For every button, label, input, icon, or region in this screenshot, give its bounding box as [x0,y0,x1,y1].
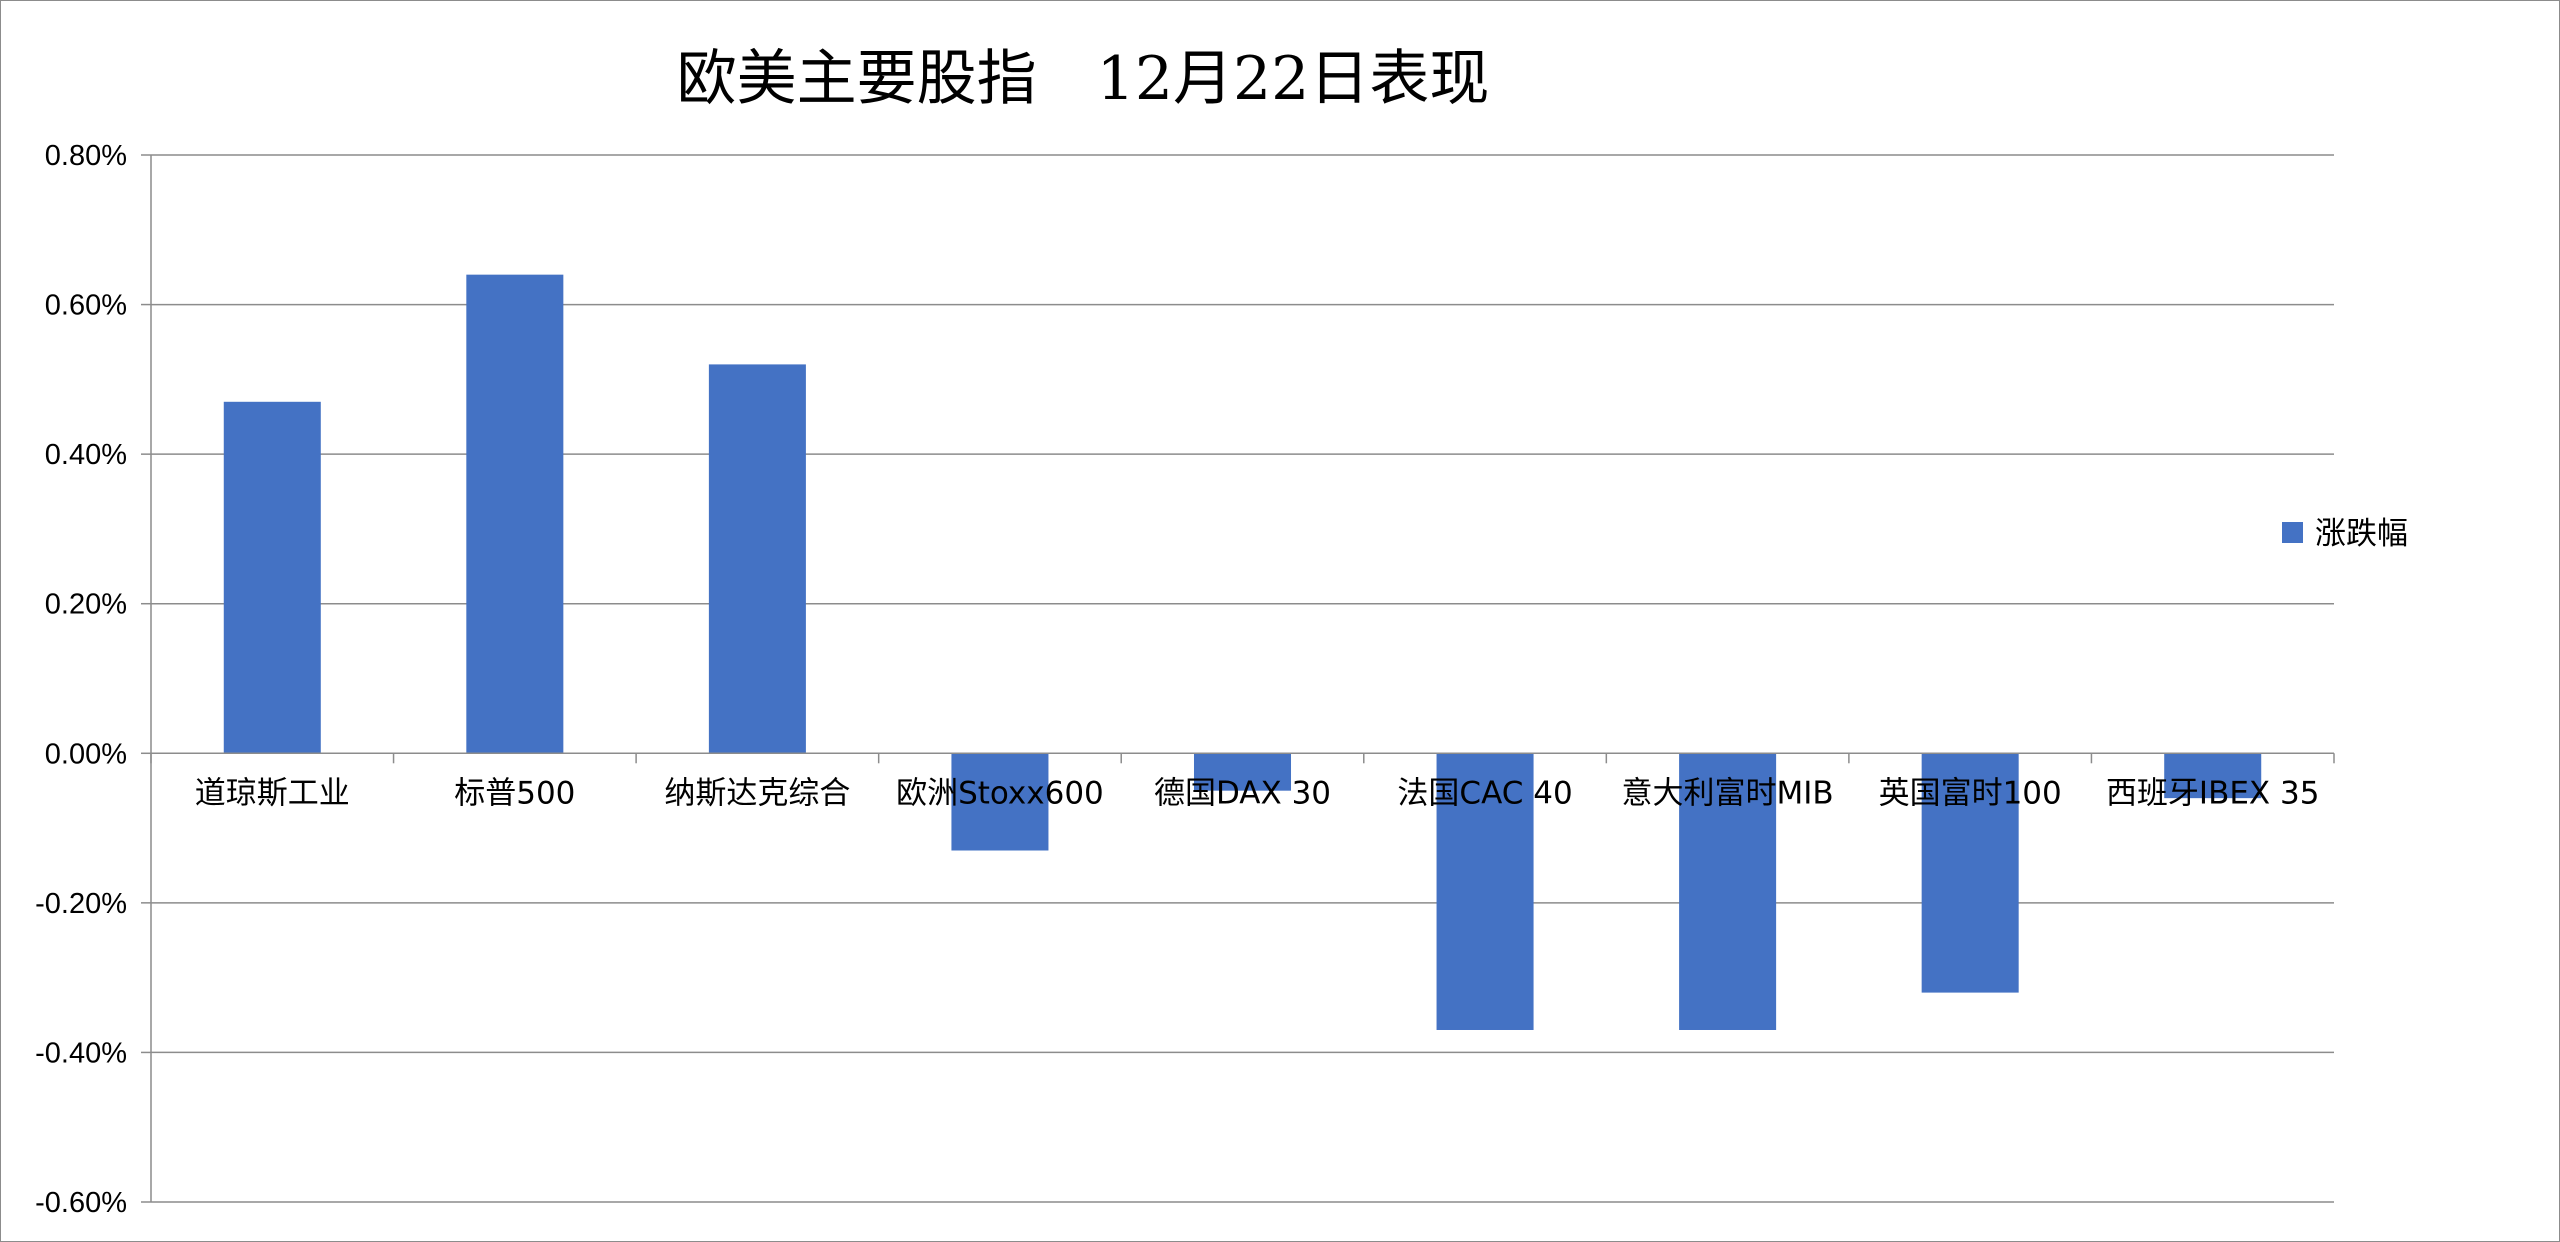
y-axis-tick-labels: 0.80% 0.60% 0.40% 0.20% 0.00% -0.20% -0.40% -0.… [35,140,127,1219]
bar [1436,753,1534,1030]
x-category-label: 欧洲Stoxx600 [896,775,1104,811]
x-axis-category-labels: 道琼斯工业 标普500 纳斯达克综合 欧洲Stoxx600 德国DAX 30 法国CAC … [195,775,2320,811]
y-tick-label: -0.60% [35,1187,127,1219]
bar [466,274,564,754]
bar [1921,753,2019,993]
x-category-label: 道琼斯工业 [195,775,350,811]
legend-swatch [2282,522,2303,543]
bar [951,753,1049,851]
axes [150,155,2335,1202]
bars [223,274,2262,1030]
bar [708,364,806,754]
legend: 涨跌幅 [2282,516,2408,552]
x-category-label: 西班牙IBEX 35 [2106,775,2320,811]
x-category-label: 标普500 [454,775,575,811]
bar [1679,753,1777,1030]
bar [1193,753,1292,791]
x-category-label: 法国CAC 40 [1397,775,1572,811]
y-tick-label: -0.40% [35,1037,127,1069]
x-category-label: 德国DAX 30 [1154,775,1331,811]
legend-label: 涨跌幅 [2315,516,2408,552]
y-tick-label: 0.00% [45,738,127,770]
y-tick-label: 0.40% [45,439,127,471]
bar [2164,753,2262,799]
y-tick-label: 0.60% [45,290,127,322]
bar [223,401,321,754]
x-category-label: 英国富时100 [1879,775,2062,811]
y-tick-label: 0.20% [45,589,127,621]
y-tick-label: 0.80% [45,140,127,172]
x-category-label: 意大利富时MIB [1622,775,1834,811]
y-tick-label: -0.20% [35,888,127,920]
chart-title: 欧美主要股指 12月22日表现 [677,44,1490,114]
x-category-label: 纳斯达克综合 [664,775,850,811]
